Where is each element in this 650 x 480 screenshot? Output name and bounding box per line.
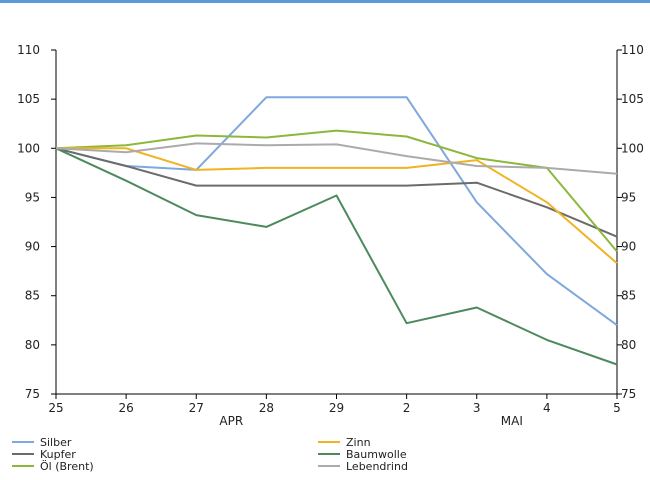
- x-tick-label: 3: [473, 401, 481, 415]
- y-tick-label-left: 110: [17, 43, 40, 57]
- series-line: [56, 147, 618, 265]
- series-line: [55, 147, 618, 366]
- x-tick-label: 2: [403, 401, 411, 415]
- legend-label: Kupfer: [40, 448, 76, 461]
- x-month-label: APR: [219, 414, 243, 428]
- y-tick-label-left: 105: [17, 92, 40, 106]
- y-tick-label-right: 80: [621, 338, 636, 352]
- top-accent-bar: [0, 0, 650, 3]
- series-line: [55, 129, 618, 253]
- x-tick-label: 27: [189, 401, 204, 415]
- y-tick-label-right: 105: [621, 92, 644, 106]
- y-tick-label-left: 75: [25, 387, 40, 401]
- x-tick-label: 28: [259, 401, 274, 415]
- y-tick-label-left: 85: [25, 289, 40, 303]
- y-tick-label-left: 80: [25, 338, 40, 352]
- series-line: [55, 147, 618, 238]
- y-tick-label-right: 100: [621, 141, 644, 155]
- y-tick-label-left: 100: [17, 141, 40, 155]
- y-tick-label-right: 85: [621, 289, 636, 303]
- x-tick-label: 4: [543, 401, 551, 415]
- legend-label: Silber: [40, 436, 72, 449]
- x-tick-label: 26: [118, 401, 133, 415]
- x-month-label: MAI: [501, 414, 523, 428]
- y-tick-label-right: 75: [621, 387, 636, 401]
- legend-label: Öl (Brent): [40, 460, 94, 473]
- chart-series: [55, 96, 618, 366]
- series-line: [55, 142, 618, 175]
- y-tick-label-right: 90: [621, 240, 636, 254]
- x-tick-label: 5: [613, 401, 621, 415]
- x-tick-label: 25: [48, 401, 63, 415]
- legend-label: Lebendrind: [346, 460, 408, 473]
- series-line: [55, 96, 618, 327]
- y-tick-label-left: 90: [25, 240, 40, 254]
- legend-label: Zinn: [346, 436, 371, 449]
- legend-label: Baumwolle: [346, 448, 407, 461]
- x-tick-label: 29: [329, 401, 344, 415]
- y-tick-label-left: 95: [25, 190, 40, 204]
- y-tick-label-right: 95: [621, 190, 636, 204]
- y-tick-label-right: 110: [621, 43, 644, 57]
